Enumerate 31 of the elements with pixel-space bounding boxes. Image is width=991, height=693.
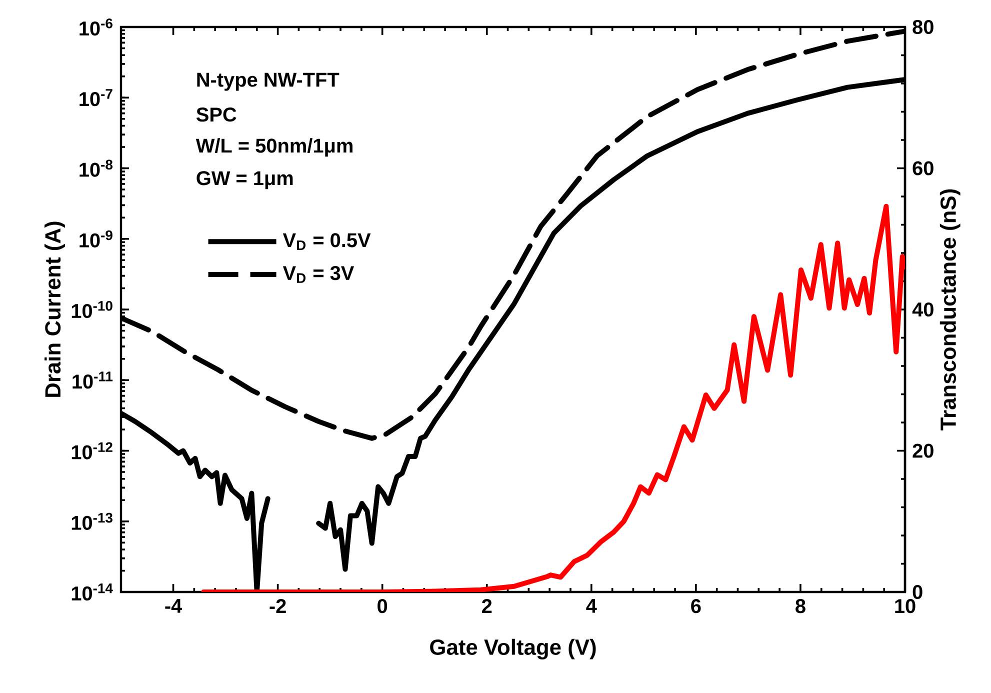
x-tick-label: 4 <box>586 599 597 613</box>
x-tick-label: -2 <box>270 599 286 613</box>
y-tick-label: 10$^{-8}$ <box>80 160 113 177</box>
x-tick-label: 6 <box>691 599 701 614</box>
annotation: N-type NW-TFT <box>197 72 340 91</box>
y-tick-label: 10$^{-12}$ <box>72 442 112 460</box>
y2-tick-label: 80 <box>912 20 934 34</box>
x-tick-label: 8 <box>796 599 806 614</box>
y2-tick-label: 60 <box>912 161 934 176</box>
y2-axis-title: Transconductance (nS) <box>940 189 960 430</box>
legend-label: V$_{D}$ = 3V <box>282 266 354 283</box>
y-tick-label: 10$^{-11}$ <box>72 372 113 389</box>
y2-tick-label: 0 <box>912 584 922 600</box>
y-tick-label: 10$^{-7}$ <box>80 89 112 106</box>
y-tick-label: 10$^{-9}$ <box>80 230 112 248</box>
legend-label: V$_{D}$ = 0.5V <box>282 233 371 250</box>
annotation: W/L = 50nm/1μm <box>196 138 352 157</box>
y2-tick-label: 20 <box>912 444 934 458</box>
y2-tick-label: 40 <box>912 302 934 317</box>
y-tick-label: 10$^{-6}$ <box>80 18 112 36</box>
y-tick-label: 10$^{-10}$ <box>72 300 112 318</box>
y-tick-label: 10$^{-13}$ <box>72 512 112 530</box>
annotation: SPC <box>196 108 236 122</box>
x-axis-title: Gate Voltage (V) <box>430 638 596 660</box>
x-tick-label: 0 <box>378 599 388 614</box>
annotation: GW = 1μm <box>196 171 293 190</box>
y-axis-title: Drain Current (A) <box>44 222 65 397</box>
x-tick-label: -4 <box>165 599 182 613</box>
y-tick-label: 10$^{-14}$ <box>72 584 113 601</box>
x-tick-label: 10 <box>895 599 916 614</box>
x-tick-label: 2 <box>482 599 492 613</box>
